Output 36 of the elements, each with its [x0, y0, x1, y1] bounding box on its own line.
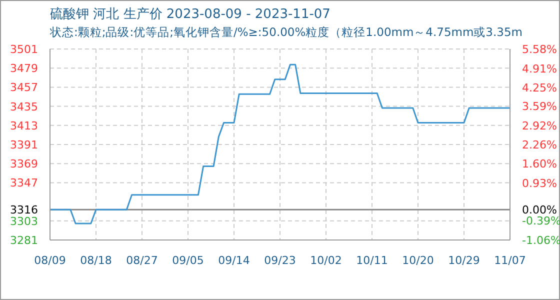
y2-tick-label: 4.25% — [522, 81, 557, 94]
x-tick-label: 09/05 — [172, 254, 204, 267]
y2-tick-label: 3.59% — [522, 100, 557, 114]
chart-subtitle: 状态:颗粒;品级:优等品;氧化钾含量/%≥:50.00%粒度（粒径1.00mm～4.75mm或3.35m — [50, 25, 522, 40]
y-tick-label: 3501 — [10, 43, 38, 56]
y2-tick-label: 1.60% — [522, 157, 557, 170]
y2-tick-label: 4.91% — [522, 62, 557, 76]
x-tick-label: 09/23 — [264, 254, 296, 267]
y-tick-label: 3413 — [10, 119, 38, 132]
line-series — [50, 64, 510, 224]
y2-tick-label: -1.06% — [522, 234, 560, 247]
y-tick-label: 3457 — [10, 81, 38, 94]
x-tick-label: 08/18 — [80, 254, 112, 267]
y2-tick-label: 0.93% — [522, 176, 557, 190]
y-tick-label: 3347 — [10, 176, 38, 190]
y2-tick-label: 0.00% — [522, 204, 557, 217]
x-tick-label: 08/09 — [34, 254, 66, 267]
chart-title: 硫酸钾 河北 生产价 2023-08-09 - 2023-11-07 — [50, 6, 330, 23]
y-tick-label: 3369 — [10, 158, 38, 171]
x-tick-label: 10/02 — [310, 254, 342, 267]
y2-tick-label: 2.92% — [522, 120, 557, 133]
x-tick-label: 10/29 — [448, 254, 480, 267]
x-tick-label: 08/27 — [126, 254, 158, 267]
y2-tick-label: 5.58% — [522, 43, 557, 56]
y2-tick-label: -0.39% — [522, 214, 560, 228]
y-tick-label: 3391 — [10, 138, 38, 152]
y2-tick-label: 2.26% — [522, 138, 557, 152]
x-tick-label: 10/20 — [402, 254, 434, 267]
y-tick-label: 3316 — [10, 204, 38, 217]
y-tick-label: 3303 — [10, 214, 38, 228]
x-tick-label: 09/14 — [218, 254, 250, 267]
x-tick-label: 10/11 — [356, 254, 388, 267]
x-tick-label: 11/07 — [494, 254, 526, 267]
y-tick-label: 3435 — [10, 100, 38, 114]
y-tick-label: 3281 — [10, 234, 38, 247]
y-tick-label: 3479 — [10, 62, 38, 76]
